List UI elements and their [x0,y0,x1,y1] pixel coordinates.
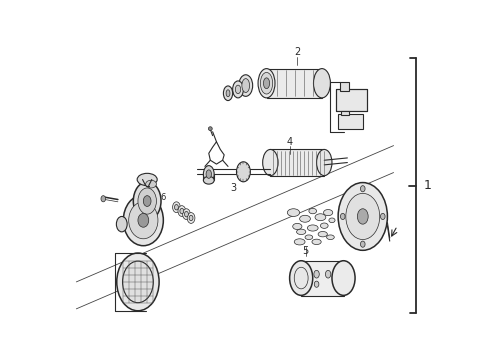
Ellipse shape [332,261,355,295]
Ellipse shape [178,206,186,216]
Ellipse shape [223,86,233,100]
Ellipse shape [346,193,380,239]
Ellipse shape [314,281,319,287]
Ellipse shape [174,204,178,210]
Ellipse shape [305,235,313,239]
Ellipse shape [329,218,335,222]
Ellipse shape [290,261,313,295]
Ellipse shape [117,253,159,311]
Text: 3: 3 [230,183,237,193]
Ellipse shape [263,149,278,176]
Ellipse shape [264,78,270,89]
Ellipse shape [172,202,180,213]
Ellipse shape [203,176,214,184]
Ellipse shape [122,261,153,303]
Ellipse shape [326,235,334,239]
Ellipse shape [314,270,319,278]
Ellipse shape [137,173,157,186]
Ellipse shape [300,215,311,222]
Bar [270,149,324,176]
Ellipse shape [101,195,106,202]
Ellipse shape [320,223,328,228]
Bar [336,89,367,111]
Bar [338,114,363,130]
Ellipse shape [325,270,331,278]
Ellipse shape [233,81,244,98]
Ellipse shape [143,195,151,206]
Text: 2: 2 [294,48,300,58]
Bar [301,261,343,296]
Ellipse shape [258,69,275,98]
Ellipse shape [381,213,385,220]
Ellipse shape [293,223,302,230]
Ellipse shape [323,210,333,216]
Ellipse shape [309,208,317,214]
Ellipse shape [317,149,332,176]
Ellipse shape [361,241,365,247]
Ellipse shape [138,188,156,214]
Ellipse shape [357,209,368,224]
Ellipse shape [237,162,250,182]
Bar [267,69,322,98]
Ellipse shape [341,213,345,220]
Ellipse shape [287,209,300,216]
Bar [340,82,349,91]
Ellipse shape [315,214,326,221]
Ellipse shape [206,170,212,178]
Ellipse shape [239,75,253,96]
Ellipse shape [123,195,163,246]
Ellipse shape [338,183,388,250]
Ellipse shape [312,239,321,244]
Ellipse shape [296,229,306,235]
Ellipse shape [314,69,330,98]
Ellipse shape [189,215,193,221]
Ellipse shape [133,182,161,220]
Ellipse shape [116,216,127,232]
Ellipse shape [129,202,158,239]
Ellipse shape [226,90,230,97]
Bar [341,111,349,115]
Ellipse shape [208,127,212,131]
Ellipse shape [146,180,156,188]
Ellipse shape [260,72,273,94]
Ellipse shape [294,239,305,245]
Text: 1: 1 [424,179,432,192]
Ellipse shape [138,213,149,227]
Ellipse shape [361,186,365,192]
Ellipse shape [307,225,318,231]
Ellipse shape [183,209,190,220]
Text: 6: 6 [160,193,165,202]
Ellipse shape [235,85,241,94]
Ellipse shape [180,208,184,214]
Ellipse shape [203,166,214,183]
Bar [336,89,367,111]
Ellipse shape [242,78,249,93]
Ellipse shape [187,213,195,223]
Ellipse shape [185,211,188,217]
Text: 5: 5 [303,246,309,256]
Ellipse shape [318,231,327,237]
Text: 4: 4 [287,137,293,147]
